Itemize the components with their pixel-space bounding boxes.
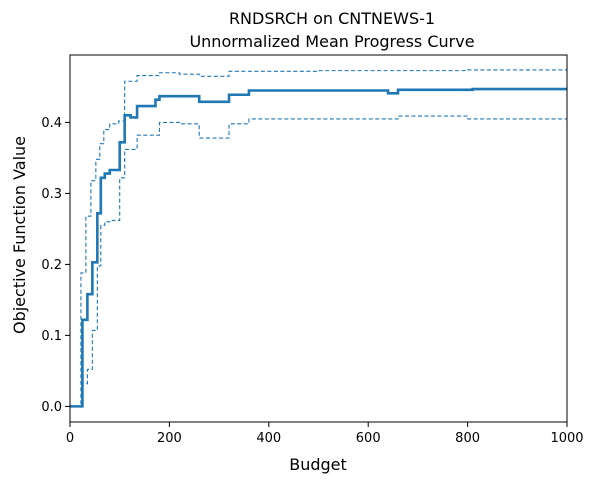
x-tick-label: 1000 [550,431,583,446]
chart-title: RNDSRCH on CNTNEWS-1 [229,9,435,28]
y-axis-label: Objective Function Value [10,136,29,334]
x-tick-label: 600 [356,431,381,446]
x-tick-label: 400 [256,431,281,446]
x-tick-label: 200 [157,431,182,446]
x-tick-label: 800 [455,431,480,446]
y-tick-label: 0.4 [41,116,62,131]
series-lower-bound [70,116,567,406]
plot-area: 0 200 400 600 800 1000 0.0 0.1 0.2 0.3 0.4 [41,55,583,446]
series-mean [70,89,567,406]
y-tick-label: 0.2 [41,258,62,273]
plot-frame [70,55,567,422]
y-tick-label: 0.1 [41,329,62,344]
series-upper-bound [70,70,567,406]
chart-subtitle: Unnormalized Mean Progress Curve [189,32,474,51]
y-tick-label: 0.3 [41,187,62,202]
x-tick-label: 0 [66,431,74,446]
x-axis-label: Budget [289,455,347,474]
y-tick-label: 0.0 [41,400,62,415]
